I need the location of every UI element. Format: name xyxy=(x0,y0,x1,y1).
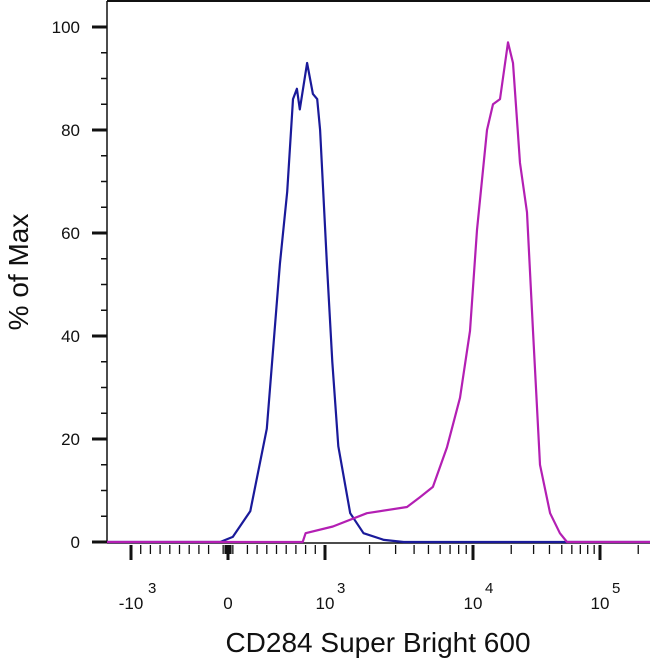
x-tick-label: -103 xyxy=(119,580,157,613)
x-tick-base: -10 xyxy=(119,594,144,613)
y-tick-label: 0 xyxy=(71,533,80,552)
x-tick-exponent: 5 xyxy=(612,580,620,597)
x-tick-label: 0 xyxy=(223,594,232,613)
y-tick-label: 80 xyxy=(61,121,80,140)
y-tick-label: 60 xyxy=(61,224,80,243)
y-tick-label: 40 xyxy=(61,327,80,346)
x-tick-exponent: 3 xyxy=(148,580,156,597)
x-axis-title: CD284 Super Bright 600 xyxy=(225,627,530,658)
x-tick-base: 10 xyxy=(464,594,483,613)
x-tick-label: 104 xyxy=(464,580,494,613)
series-group xyxy=(107,41,650,544)
series-line-1 xyxy=(107,61,650,544)
series-line-2 xyxy=(107,41,650,544)
y-tick-label: 20 xyxy=(61,430,80,449)
y-axis-title: % of Max xyxy=(3,214,34,331)
x-tick-exponent: 3 xyxy=(337,580,345,597)
x-tick-base: 0 xyxy=(223,594,232,613)
x-tick-base: 10 xyxy=(591,594,610,613)
x-tick-base: 10 xyxy=(316,594,335,613)
x-tick-label: 105 xyxy=(591,580,621,613)
x-tick-label: 103 xyxy=(316,580,346,613)
x-tick-exponent: 4 xyxy=(485,580,493,597)
y-tick-label: 100 xyxy=(52,18,80,37)
